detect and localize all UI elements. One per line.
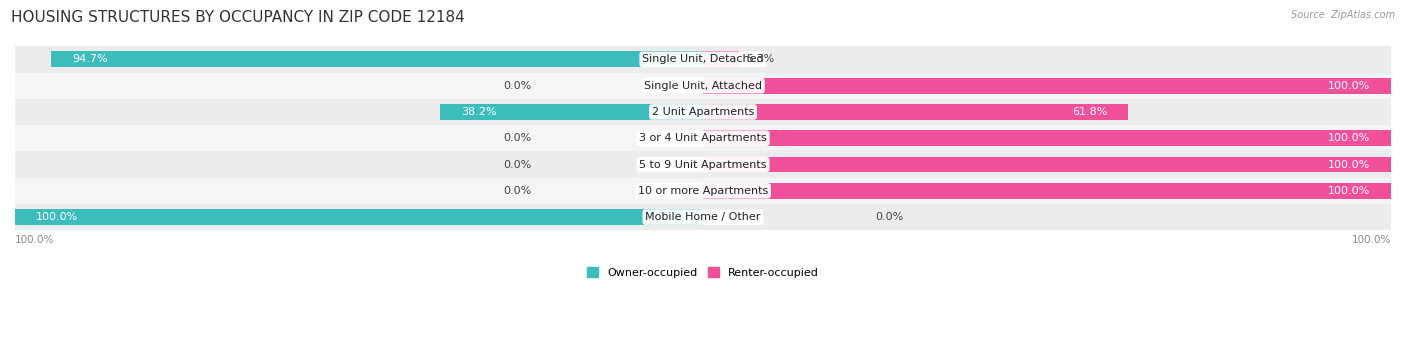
Text: 5.3%: 5.3% (747, 54, 775, 64)
Text: Source: ZipAtlas.com: Source: ZipAtlas.com (1291, 10, 1395, 20)
Text: 0.0%: 0.0% (503, 133, 531, 143)
Bar (15, 151, 1391, 178)
Text: 100.0%: 100.0% (1351, 235, 1391, 245)
Text: 5 to 9 Unit Apartments: 5 to 9 Unit Apartments (640, 160, 766, 169)
Text: 2 Unit Apartments: 2 Unit Apartments (652, 107, 754, 117)
Bar (703, 183, 1391, 199)
Bar (703, 104, 1128, 120)
Text: 94.7%: 94.7% (72, 54, 108, 64)
Text: 100.0%: 100.0% (35, 212, 77, 222)
Bar (703, 157, 1391, 173)
Bar (15, 125, 1391, 151)
Bar (15, 204, 1391, 230)
Text: 0.0%: 0.0% (503, 160, 531, 169)
Text: Mobile Home / Other: Mobile Home / Other (645, 212, 761, 222)
Text: 100.0%: 100.0% (1329, 81, 1371, 91)
Text: 0.0%: 0.0% (503, 186, 531, 196)
Bar (440, 104, 703, 120)
Bar (703, 130, 1391, 146)
Text: 61.8%: 61.8% (1073, 107, 1108, 117)
Text: 100.0%: 100.0% (1329, 160, 1371, 169)
Bar (15, 178, 1391, 204)
Text: Single Unit, Detached: Single Unit, Detached (643, 54, 763, 64)
Bar (15, 209, 703, 225)
Text: 10 or more Apartments: 10 or more Apartments (638, 186, 768, 196)
Text: 100.0%: 100.0% (15, 235, 55, 245)
Text: 100.0%: 100.0% (1329, 133, 1371, 143)
Bar (703, 78, 1391, 93)
Text: 100.0%: 100.0% (1329, 186, 1371, 196)
Bar (703, 51, 740, 67)
Bar (52, 51, 703, 67)
Legend: Owner-occupied, Renter-occupied: Owner-occupied, Renter-occupied (582, 263, 824, 282)
Text: 38.2%: 38.2% (461, 107, 496, 117)
Text: 0.0%: 0.0% (503, 81, 531, 91)
Bar (15, 73, 1391, 99)
Text: 3 or 4 Unit Apartments: 3 or 4 Unit Apartments (640, 133, 766, 143)
Text: Single Unit, Attached: Single Unit, Attached (644, 81, 762, 91)
Bar (15, 46, 1391, 73)
Text: 0.0%: 0.0% (875, 212, 903, 222)
Bar (15, 99, 1391, 125)
Text: HOUSING STRUCTURES BY OCCUPANCY IN ZIP CODE 12184: HOUSING STRUCTURES BY OCCUPANCY IN ZIP C… (11, 10, 465, 25)
